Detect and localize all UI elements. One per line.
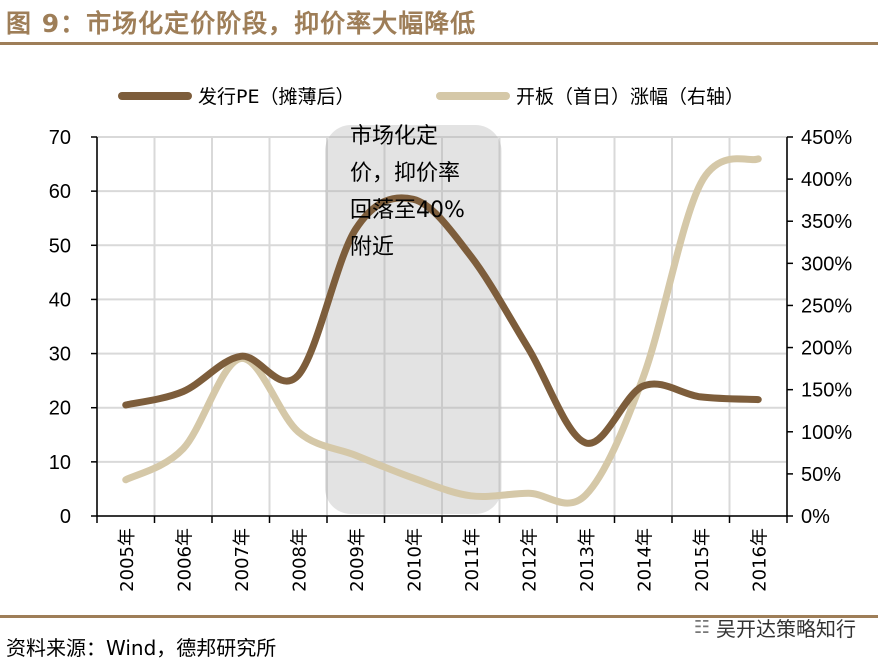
x-tick-label: 2016年 <box>749 528 770 592</box>
left-tick-label: 10 <box>49 452 71 474</box>
x-tick-label: 2008年 <box>289 528 310 592</box>
annotation-line: 市场化定 <box>350 124 438 149</box>
x-tick-label: 2006年 <box>174 528 195 592</box>
right-tick-label: 450% <box>801 127 852 149</box>
left-tick-label: 20 <box>49 398 71 420</box>
highlight-box <box>325 125 502 514</box>
x-tick-label: 2009年 <box>347 528 368 592</box>
source-note: 资料来源：Wind，德邦研究所 <box>6 636 277 660</box>
right-tick-label: 100% <box>801 422 852 444</box>
watermark-text: 吴开达策略知行 <box>716 617 856 641</box>
x-tick-label: 2007年 <box>232 528 253 592</box>
x-tick-label: 2012年 <box>519 528 540 592</box>
footer-rule <box>0 615 878 618</box>
axes <box>96 137 788 523</box>
legend-label: 发行PE（摊薄后） <box>198 86 354 108</box>
x-tick-label: 2011年 <box>462 528 483 592</box>
left-tick-label: 70 <box>49 127 71 149</box>
left-tick-label: 60 <box>49 181 71 203</box>
left-tick-label: 30 <box>49 344 71 366</box>
title-rule <box>0 42 878 45</box>
right-tick-label: 300% <box>801 253 852 275</box>
chart-title: 图 9：市场化定价阶段，抑价率大幅降低 <box>6 9 477 38</box>
x-tick-label: 2010年 <box>404 528 425 592</box>
annotation-line: 回落至40% <box>350 198 465 223</box>
annotation-line: 附近 <box>350 235 394 260</box>
series-lines <box>122 155 762 507</box>
right-tick-label: 0% <box>801 506 830 528</box>
watermark: ☷ 吴开达策略知行 <box>694 613 856 642</box>
x-tick-label: 2014年 <box>634 528 655 592</box>
left-tick-label: 50 <box>49 235 71 257</box>
x-tick-label: 2015年 <box>692 528 713 592</box>
right-tick-label: 150% <box>801 380 852 402</box>
highlight-region <box>325 125 502 514</box>
x-tick-label: 2013年 <box>577 528 598 592</box>
wechat-icon: ☷ <box>693 617 710 638</box>
right-tick-label: 350% <box>801 211 852 233</box>
annotation-line: 价，抑价率 <box>350 161 460 186</box>
right-axis-ticks: 0% 50% 100% 150% 200% 250% 300% 350% 400% 450% <box>787 127 852 528</box>
left-tick-label: 40 <box>49 289 71 311</box>
chart: 0 10 20 30 40 50 60 70 0% 50% 100% 150% 200% 250% 300… <box>49 86 853 592</box>
pe-series-line <box>122 194 762 447</box>
legend: 发行PE（摊薄后） 开板（首日）涨幅（右轴） <box>118 86 744 108</box>
x-axis-ticks: 2005年 2006年 2007年 2008年 2009年 2010年 2011年 2012年… <box>117 528 771 592</box>
left-tick-label: 0 <box>60 506 71 528</box>
right-tick-label: 250% <box>801 295 852 317</box>
legend-label: 开板（首日）涨幅（右轴） <box>516 86 744 108</box>
right-tick-label: 200% <box>801 338 852 360</box>
right-tick-label: 50% <box>801 464 841 486</box>
left-axis-ticks: 0 10 20 30 40 50 60 70 <box>49 127 97 528</box>
x-tick-label: 2005年 <box>117 528 138 592</box>
right-tick-label: 400% <box>801 169 852 191</box>
